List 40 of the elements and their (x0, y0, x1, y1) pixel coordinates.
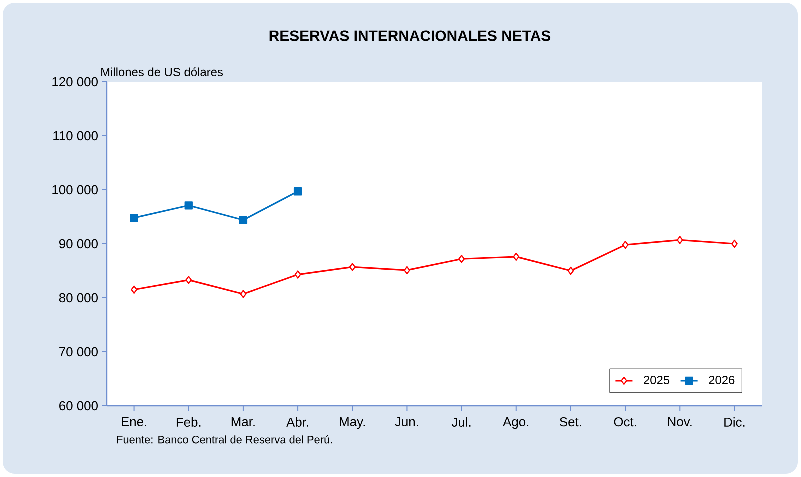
legend-label: 2025 (644, 376, 670, 384)
x-tick-label: Nov. (668, 417, 692, 427)
legend-label: 2026 (709, 376, 735, 384)
point (186, 276, 192, 284)
chart-title: RESERVAS INTERNACIONALES NETAS (270, 30, 551, 42)
source-note: Fuente: Banco Central de Reserva del Perú. (117, 436, 332, 444)
point (568, 266, 574, 276)
x-tick-label: Oct. (614, 417, 636, 427)
point (184, 202, 193, 210)
point (349, 263, 356, 272)
point (676, 236, 684, 244)
x-tick-label: Jun. (395, 417, 418, 427)
x-tick-label: Set. (560, 417, 582, 427)
y-tick-label: 70 000 (60, 347, 98, 357)
x-tick-label: Ago. (503, 417, 529, 430)
point (294, 188, 302, 196)
point (404, 266, 410, 275)
point (239, 216, 248, 224)
y-axis-title: Millones de US dólares (102, 68, 224, 76)
point (732, 240, 738, 248)
y-tick-label: 80 000 (59, 293, 98, 303)
x-tick-label: Feb. (176, 417, 201, 427)
x-tick-label: Mar. (232, 417, 255, 427)
point (622, 240, 629, 250)
y-tick-label: 110 000 (54, 131, 98, 141)
y-tick-label: 120 000 (52, 77, 98, 87)
point (513, 252, 520, 262)
x-tick-label: May. (340, 417, 366, 430)
point (294, 270, 302, 279)
point (131, 286, 138, 294)
x-tick-label: Abr. (286, 417, 308, 427)
y-tick-label: 90 000 (59, 239, 98, 249)
point (458, 255, 466, 264)
x-tick-label: Ene. (122, 417, 146, 427)
point (130, 214, 138, 222)
y-tick-label: 100 000 (52, 185, 98, 195)
point (240, 290, 247, 298)
x-tick-label: Dic. (724, 417, 745, 427)
y-tick-label: 60 000 (60, 401, 98, 411)
x-tick-label: Jul. (452, 417, 471, 427)
